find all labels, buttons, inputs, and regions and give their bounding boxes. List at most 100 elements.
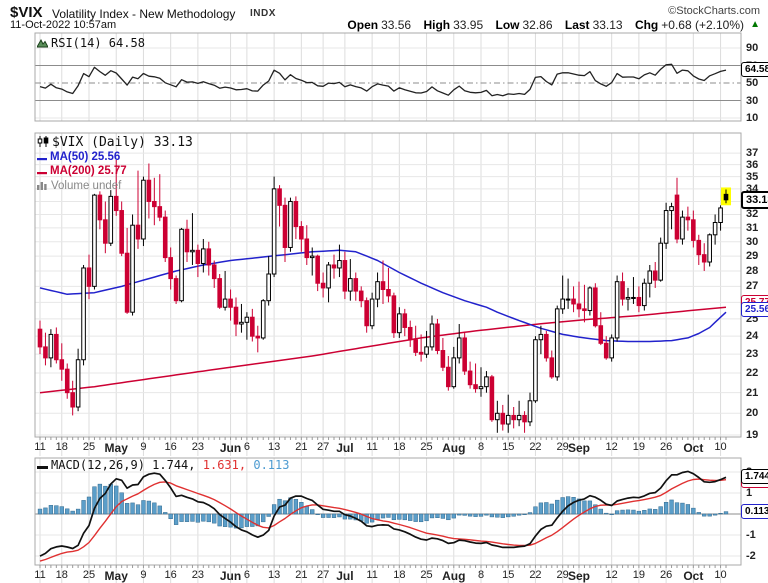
y-axis-label: 21: [746, 386, 759, 399]
volume-legend-label: Volume undef: [51, 179, 122, 192]
y-axis-label: 32: [746, 208, 759, 221]
x-axis-day-label: 8: [477, 441, 485, 453]
y-axis-label: 19: [746, 429, 759, 441]
rsi-value-box: 64.58: [741, 62, 768, 77]
open-label: Open: [347, 18, 379, 32]
last-value: 33.13: [592, 18, 623, 32]
x-axis-day-label: 25: [82, 569, 96, 581]
x-axis-day-label: 29: [556, 569, 569, 581]
x-axis-day-label: 22: [529, 441, 542, 453]
x-axis-band-lower: [39, 565, 727, 583]
x-axis-day-label: 11: [366, 441, 378, 453]
y-axis-label: 23: [746, 348, 759, 361]
price-panel[interactable]: [0, 130, 768, 439]
x-axis-day-label: 12: [605, 569, 618, 581]
chg-value: +0.68 (+2.10%): [661, 18, 744, 32]
rsi-legend-label: RSI(14) 64.58: [51, 36, 145, 50]
x-axis-day-label: 11: [366, 569, 378, 581]
x-axis-day-label: 26: [659, 569, 673, 581]
x-axis-day-label: 6: [243, 569, 250, 581]
y-axis-label: 29: [746, 250, 759, 263]
rsi-legend: RSI(14) 64.58: [36, 36, 145, 51]
price-legend: $VIX (Daily) 33.13 MA(50) 25.56 MA(200) …: [37, 136, 193, 194]
x-axis-day-label: 9: [140, 441, 147, 453]
chg-label: Chg: [634, 18, 659, 32]
x-axis-day-label: 16: [164, 441, 177, 453]
macd-signal-value: 1.631,: [202, 458, 247, 472]
y-axis-label: 37: [746, 147, 759, 160]
last-label: Last: [564, 18, 590, 32]
x-axis-day-label: 18: [55, 569, 68, 581]
symbol-legend-label: $VIX (Daily) 33.13: [52, 135, 193, 150]
x-axis-band-upper: [39, 437, 727, 456]
y-axis-label: 30: [746, 94, 759, 107]
y-axis-label: 30: [746, 235, 759, 248]
y-axis-label: 24: [746, 330, 759, 343]
macd-panel[interactable]: [0, 456, 768, 566]
x-axis-day-label: 10: [714, 441, 727, 453]
x-axis-day-label: 11: [34, 441, 46, 453]
ma50-value-box: 25.56: [741, 302, 768, 317]
x-axis-day-label: 11: [34, 569, 46, 581]
exchange-label: INDX: [250, 8, 276, 19]
x-axis-day-label: 25: [82, 441, 96, 453]
macd-hist-box: 0.113: [741, 504, 768, 519]
x-axis-day-label: 25: [420, 569, 433, 581]
copyright: ©StockCharts.com: [668, 5, 760, 17]
symbol-title: $VIX: [10, 4, 43, 21]
up-arrow-icon: ▲: [750, 19, 760, 30]
macd-hist-value: 0.113: [253, 458, 290, 472]
macd-legend-name: MACD(12,26,9): [51, 458, 153, 472]
x-axis-day-label: 13: [267, 569, 281, 581]
y-axis-label: 27: [746, 280, 759, 293]
x-axis-day-label: 6: [243, 441, 250, 453]
x-axis-day-label: 9: [140, 569, 147, 581]
y-axis-label: 20: [746, 407, 759, 420]
high-label: High: [423, 18, 451, 32]
rsi-panel[interactable]: [0, 30, 768, 125]
x-axis-day-label: 8: [477, 569, 485, 581]
x-axis-day-label: 25: [420, 441, 433, 453]
chart-title: Volatility Index - New Methodology: [52, 7, 236, 21]
x-axis-day-label: 27: [316, 569, 330, 581]
volume-bars-icon: [37, 181, 48, 195]
x-axis-month-label: Jun: [219, 569, 242, 583]
y-axis-label: 31: [746, 221, 759, 234]
y-axis-label: 90: [746, 42, 759, 54]
x-axis-month-label: Jun: [219, 441, 242, 455]
macd-line-icon: [37, 459, 48, 473]
x-axis-day-label: 16: [164, 569, 177, 581]
low-value: 32.86: [522, 18, 553, 32]
x-axis-day-label: 13: [267, 441, 281, 453]
x-axis-day-label: 18: [393, 441, 406, 453]
x-axis-month-label: Aug: [442, 441, 466, 455]
x-axis-day-label: 12: [605, 441, 618, 453]
open-value: 33.56: [381, 18, 412, 32]
ma50-line-icon: [37, 152, 47, 166]
x-axis-day-label: 22: [529, 569, 542, 581]
ma50-legend-label: MA(50) 25.56: [50, 150, 121, 163]
x-axis-day-label: 26: [659, 441, 673, 453]
x-axis-month-label: Sep: [567, 441, 591, 455]
x-axis-day-label: 19: [632, 441, 645, 453]
x-axis-day-label: 23: [191, 569, 204, 581]
x-axis-day-label: 23: [191, 441, 204, 453]
x-axis-month-label: May: [104, 441, 128, 455]
y-axis-label: 22: [746, 366, 759, 379]
x-axis-day-label: 21: [295, 441, 308, 453]
candlestick-icon: [37, 136, 49, 151]
macd-legend: MACD(12,26,9) 1.744, 1.631, 0.113: [37, 458, 289, 473]
x-axis-month-label: Oct: [683, 441, 704, 455]
x-axis-day-label: 10: [714, 569, 727, 581]
y-axis-label: -2: [746, 550, 756, 562]
x-axis-day-label: 18: [393, 569, 406, 581]
x-axis-month-label: Jul: [336, 569, 354, 583]
quote-bar: Open 33.56 High 33.95 Low 32.86 Last 33.13 C…: [338, 18, 744, 32]
datetime-label: 11-Oct-2022 10:57am: [10, 19, 117, 31]
low-label: Low: [495, 18, 520, 32]
high-value: 33.95: [453, 18, 484, 32]
y-axis-label: 35: [746, 170, 759, 183]
x-axis-day-label: 27: [316, 441, 330, 453]
x-axis-day-label: 21: [295, 569, 308, 581]
